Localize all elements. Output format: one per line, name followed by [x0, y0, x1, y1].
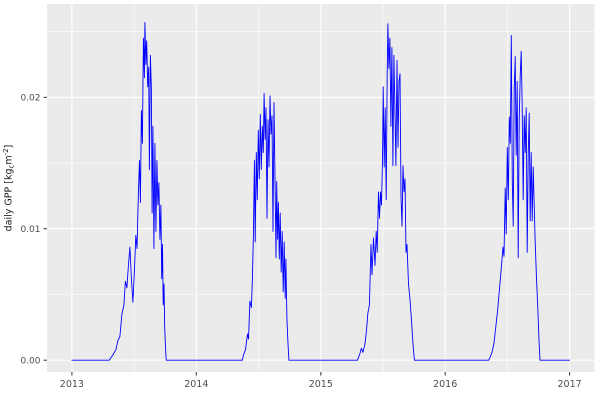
x-tick-label: 2016 [433, 379, 457, 390]
y-axis-title-subscript: c [7, 164, 15, 168]
y-tick-label: 0.00 [20, 356, 40, 366]
y-axis-title-pre: daily GPP [kg [4, 168, 15, 231]
y-tick-label: 0.02 [20, 94, 40, 104]
y-axis-title: daily GPP [kgcm-2] [2, 145, 15, 232]
x-tick-label: 2015 [309, 379, 333, 390]
y-axis-title-superscript: -2 [2, 148, 10, 155]
x-tick-label: 2014 [184, 379, 208, 390]
y-axis-title-mid: m [4, 155, 15, 164]
gpp-series-line [71, 21, 571, 361]
y-axis-title-post: ] [4, 145, 15, 149]
x-tick-label: 2013 [60, 379, 84, 390]
x-tick-label: 2017 [558, 379, 582, 390]
y-tick-label: 0.01 [20, 225, 40, 235]
